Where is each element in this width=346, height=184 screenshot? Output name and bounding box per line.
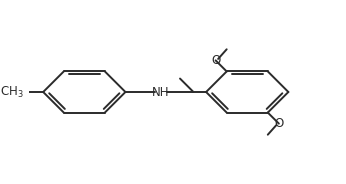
Text: O: O xyxy=(274,117,283,130)
Text: O: O xyxy=(211,54,220,67)
Text: NH: NH xyxy=(152,86,169,98)
Text: CH$_3$: CH$_3$ xyxy=(0,84,24,100)
